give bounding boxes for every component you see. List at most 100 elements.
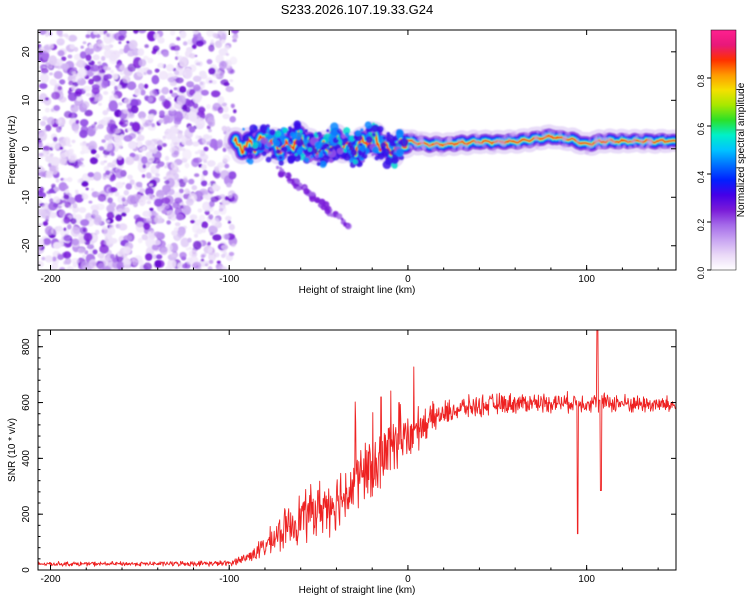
noise-speckle [231,243,236,248]
noise-speckle [72,202,78,209]
ridge-halo [628,145,632,150]
ridge-halo [481,143,487,148]
ridge-blob [357,142,365,151]
noise-speckle [194,173,200,178]
ridge-halo [493,139,496,142]
noise-speckle [154,45,158,50]
noise-speckle [77,247,86,254]
noise-speckle [207,121,213,126]
noise-speckle [191,44,197,50]
ridge-halo [541,131,548,138]
noise-speckle [115,181,124,189]
ridge-halo [638,132,644,138]
noise-speckle [226,182,232,188]
noise-speckle [123,98,131,105]
noise-speckle [71,257,79,264]
ridge-blob [314,134,319,139]
snr-y-tick-label: 200 [21,505,32,522]
noise-speckle [47,193,52,198]
noise-speckle [59,267,66,270]
noise-speckle [229,116,236,123]
ridge-blob [311,148,318,155]
ridge-halo [633,143,637,147]
branch-blob [345,224,350,228]
ridge-blob [294,153,298,156]
spectrogram-y-tick-label: -10 [21,190,32,205]
ridge-blob [374,155,380,161]
ridge-halo [413,145,418,149]
ridge-blob [316,145,321,150]
noise-speckle [78,207,87,213]
noise-speckle [91,124,96,128]
noise-speckle [38,141,43,149]
ridge-blob [319,160,327,168]
noise-speckle [97,40,104,48]
noise-speckle [72,67,77,72]
noise-speckle [59,79,66,85]
noise-speckle [103,91,109,95]
noise-speckle [207,241,211,246]
noise-speckle [39,46,44,51]
noise-speckle [155,164,161,169]
ridge-blob [297,146,303,152]
noise-speckle [86,30,91,34]
ridge-blob [377,152,385,160]
noise-speckle [53,105,61,111]
noise-speckle [185,106,191,113]
noise-speckle [41,256,46,261]
ridge-halo [416,147,422,152]
noise-speckle [116,261,125,270]
noise-speckle [202,194,209,199]
noise-speckle [61,63,70,71]
ridge-blob [399,137,409,147]
noise-speckle [44,107,50,113]
ridge-halo [557,129,563,135]
ridge-halo [491,147,497,153]
noise-speckle [147,231,152,236]
ridge-blob [330,130,339,138]
branch-blob [296,186,301,191]
noise-speckle [60,152,68,158]
ridge-blob [371,153,375,157]
noise-speckle [179,251,187,259]
noise-speckle [97,262,105,270]
noise-speckle [177,55,183,60]
noise-speckle [192,141,200,147]
noise-speckle [232,38,238,43]
noise-speckle [118,35,125,41]
noise-speckle [221,253,226,258]
noise-speckle [192,102,199,109]
noise-speckle [38,208,46,216]
noise-speckle [71,139,76,144]
colorbar-tick-label: 0.4 [696,171,706,184]
noise-speckle [107,206,115,214]
noise-speckle [70,104,79,113]
noise-speckle [154,68,160,73]
noise-speckle [68,34,78,42]
noise-speckle [177,132,183,139]
noise-speckle [190,219,196,224]
noise-speckle [80,150,85,155]
ridge-blob [336,136,340,140]
ridge-halo [562,135,568,141]
noise-speckle [98,69,105,74]
noise-speckle [146,193,155,201]
noise-speckle [229,79,234,83]
ridge-blob [270,154,276,159]
noise-speckle [85,187,89,191]
snr-axes: -200 -100 0 100 0 200 400 600 800 [21,330,676,585]
noise-speckle [95,153,100,159]
noise-speckle [185,140,193,146]
ridge-halo [558,139,562,143]
ridge-halo [542,134,545,137]
noise-speckle [62,177,68,182]
noise-speckle [143,71,147,76]
noise-speckle [174,56,179,60]
ridge-halo [662,144,668,150]
noise-speckle [228,171,237,180]
branch-blob [294,178,299,183]
noise-speckle [167,96,172,101]
noise-speckle [210,39,214,44]
noise-speckle [112,257,118,263]
